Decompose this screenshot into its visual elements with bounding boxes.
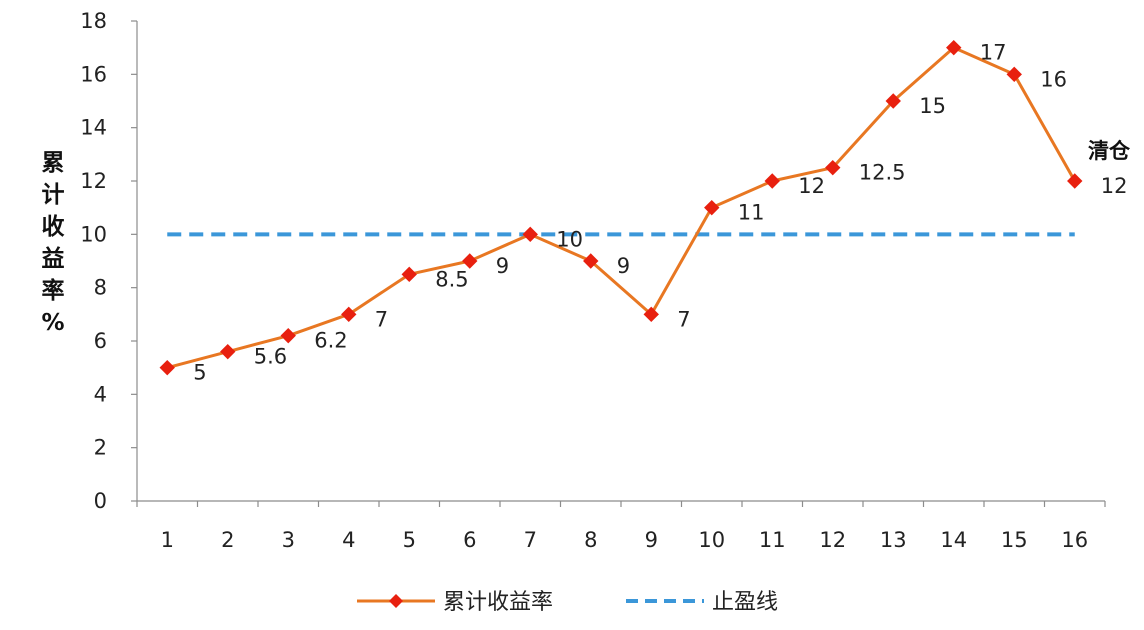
data-label: 9 — [496, 254, 509, 278]
data-labels-layer: 5 5.6 6.2 7 8.5 9 10 9 7 11 12 12.5 15 17 16 12 — [193, 41, 1127, 385]
y-axis-label-char: 计 — [42, 182, 65, 208]
x-tick-label: 14 — [940, 528, 967, 552]
y-axis-label-char: 累 — [42, 150, 65, 176]
x-tick-label: 6 — [463, 528, 476, 552]
x-tick-label: 7 — [524, 528, 537, 552]
legend-marker-cumulative-return — [389, 594, 403, 608]
x-tick-label: 5 — [403, 528, 416, 552]
x-tick-label: 10 — [698, 528, 725, 552]
x-tick-label: 3 — [282, 528, 295, 552]
data-label: 6.2 — [314, 329, 347, 353]
data-label: 12 — [798, 174, 825, 198]
data-label: 15 — [919, 94, 946, 118]
y-axis-label-char: 收 — [42, 213, 65, 240]
y-axis-label-char: % — [41, 310, 64, 336]
y-tick-label: 0 — [94, 489, 107, 513]
data-point-marker — [583, 253, 599, 269]
data-point-marker — [401, 266, 417, 283]
x-tick-label: 8 — [584, 528, 597, 552]
data-label: 7 — [677, 307, 690, 331]
data-point-marker — [1067, 173, 1083, 189]
x-tick-label: 16 — [1061, 528, 1088, 552]
x-tick-label: 12 — [819, 528, 846, 552]
y-axis-label-char: 益 — [42, 245, 65, 272]
data-point-marker — [1006, 66, 1022, 83]
y-tick-label: 16 — [80, 62, 107, 86]
data-point-marker — [220, 343, 236, 360]
x-tick-label: 1 — [161, 528, 174, 552]
y-axis-label-char: 率 — [42, 277, 65, 304]
data-point-marker — [280, 327, 296, 344]
data-point-marker — [643, 306, 659, 323]
data-point-marker — [764, 173, 780, 189]
data-label: 8.5 — [435, 267, 468, 291]
x-tick-label: 4 — [342, 528, 355, 552]
data-point-marker — [522, 226, 538, 243]
cumulative-return-line — [166, 46, 1077, 370]
x-tick-label: 15 — [1001, 528, 1028, 552]
x-tick-label: 13 — [880, 528, 907, 552]
data-label: 9 — [617, 254, 630, 278]
annotation-clear-position: 清仓 — [1088, 139, 1131, 163]
y-tick-label: 18 — [80, 9, 107, 33]
data-point-marker — [825, 159, 841, 176]
data-point-marker — [946, 39, 962, 56]
y-tick-label: 12 — [80, 169, 107, 193]
data-label: 5 — [193, 361, 206, 385]
x-tick-label: 9 — [645, 528, 658, 552]
data-label: 7 — [375, 307, 388, 331]
data-label: 12.5 — [859, 161, 906, 185]
y-tick-label: 2 — [94, 436, 107, 460]
data-label: 10 — [556, 227, 583, 251]
data-label: 12 — [1101, 174, 1128, 198]
data-label: 17 — [980, 41, 1007, 65]
y-tick-label: 14 — [80, 116, 107, 140]
data-point-marker — [704, 199, 720, 216]
data-point-marker — [159, 359, 175, 376]
y-tick-label: 8 — [94, 276, 107, 300]
data-point-marker — [885, 93, 901, 109]
data-point-marker — [462, 253, 478, 269]
data-label: 16 — [1040, 67, 1067, 91]
legend-label-stop-profit: 止盈线 — [712, 590, 778, 615]
x-tick-label: 2 — [221, 528, 234, 552]
x-tick-label: 11 — [759, 528, 786, 552]
legend: 累计收益率 止盈线 — [357, 590, 778, 615]
y-tick-label: 10 — [80, 222, 107, 246]
data-label: 5.6 — [254, 345, 287, 369]
data-point-marker — [341, 306, 357, 323]
y-axis-label: 累计收益率% — [41, 150, 64, 336]
series-layer — [159, 39, 1083, 376]
legend-label-cumulative-return: 累计收益率 — [443, 590, 553, 615]
y-tick-label: 4 — [94, 382, 107, 406]
data-label: 11 — [738, 201, 765, 225]
y-tick-label: 6 — [94, 329, 107, 353]
